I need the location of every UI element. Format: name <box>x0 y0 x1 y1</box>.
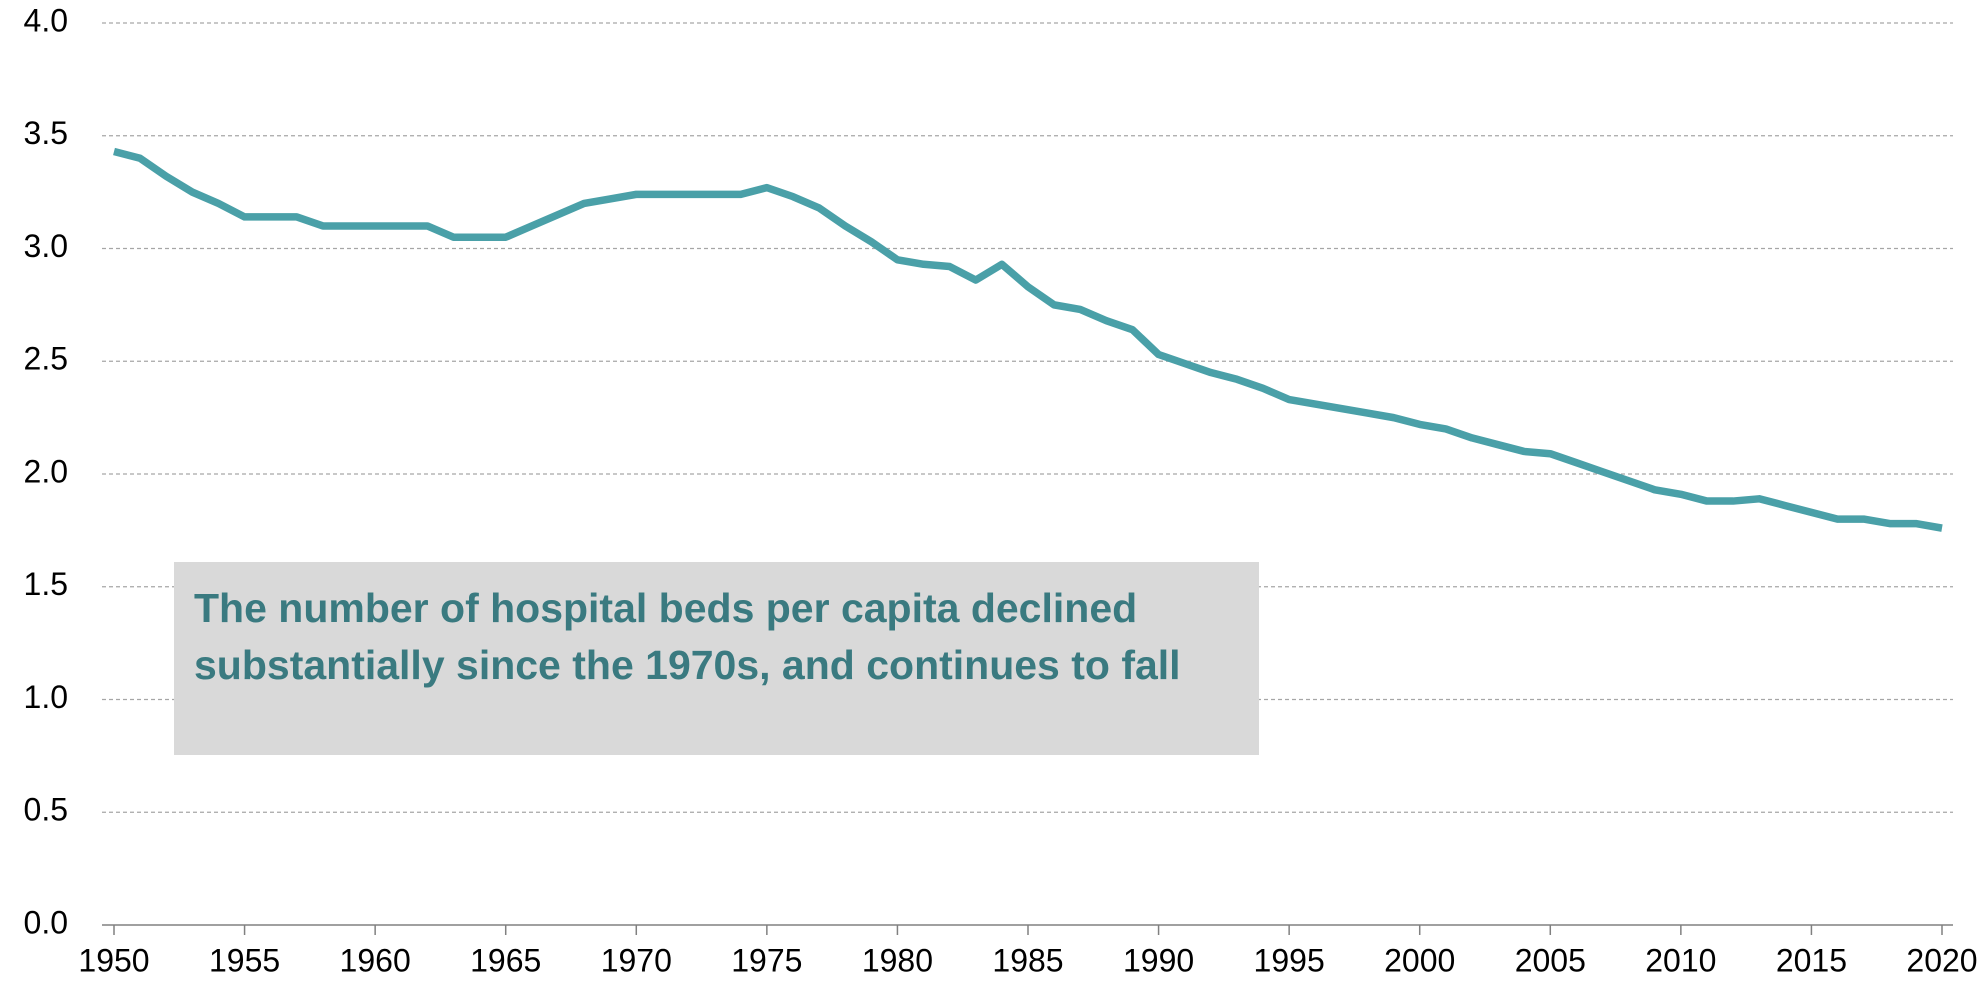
y-tick-label: 3.0 <box>24 228 68 264</box>
x-tick-label: 1950 <box>78 942 149 978</box>
annotation: The number of hospital beds per capita d… <box>174 562 1259 755</box>
x-tick-label: 2015 <box>1776 942 1847 978</box>
y-tick-label: 0.5 <box>24 792 68 828</box>
x-tick-label: 1995 <box>1254 942 1325 978</box>
x-tick-label: 1960 <box>340 942 411 978</box>
y-tick-label: 2.0 <box>24 453 68 489</box>
x-tick-label: 2020 <box>1906 942 1977 978</box>
y-tick-label: 2.5 <box>24 341 68 377</box>
y-tick-label: 3.5 <box>24 115 68 151</box>
x-tick-label: 1985 <box>992 942 1063 978</box>
y-tick-label: 0.0 <box>24 904 68 940</box>
x-tick-label: 2010 <box>1645 942 1716 978</box>
y-tick-label: 1.5 <box>24 566 68 602</box>
x-tick-label: 1980 <box>862 942 933 978</box>
x-tick-label: 1965 <box>470 942 541 978</box>
y-tick-label: 1.0 <box>24 679 68 715</box>
x-tick-label: 1970 <box>601 942 672 978</box>
x-tick-label: 1955 <box>209 942 280 978</box>
x-tick-label: 2005 <box>1515 942 1586 978</box>
x-tick-label: 1990 <box>1123 942 1194 978</box>
x-tick-label: 1975 <box>731 942 802 978</box>
data-line <box>113 147 1943 532</box>
x-tick-label: 2000 <box>1384 942 1455 978</box>
y-tick-label: 4.0 <box>24 2 68 38</box>
